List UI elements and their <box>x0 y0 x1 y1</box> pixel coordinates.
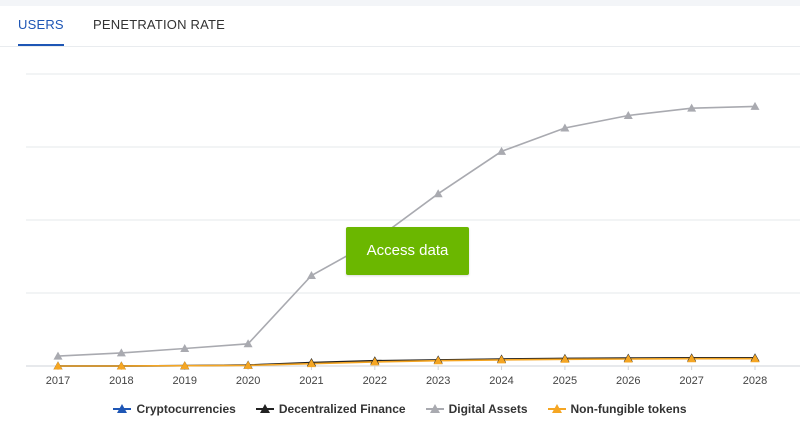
top-strip <box>0 0 800 6</box>
x-tick-label: 2028 <box>743 375 767 387</box>
data-point-digital-assets[interactable] <box>243 339 253 348</box>
data-point-non-fungible-tokens[interactable] <box>116 361 126 370</box>
series-lines <box>57 105 756 367</box>
tab-bar: USERS PENETRATION RATE <box>0 6 800 47</box>
data-point-digital-assets[interactable] <box>623 110 633 119</box>
data-point-digital-assets[interactable] <box>560 123 570 132</box>
legend-marker-icon <box>425 404 444 414</box>
legend-item-cryptocurrencies[interactable]: Cryptocurrencies <box>113 400 236 418</box>
data-point-digital-assets[interactable] <box>180 343 190 352</box>
data-point-digital-assets[interactable] <box>433 189 443 198</box>
data-point-non-fungible-tokens[interactable] <box>497 355 507 364</box>
x-tick-label: 2022 <box>363 375 387 387</box>
data-point-non-fungible-tokens[interactable] <box>750 354 760 363</box>
tab-users[interactable]: USERS <box>18 6 64 46</box>
data-point-digital-assets[interactable] <box>116 348 126 357</box>
x-tick-label: 2019 <box>172 375 196 387</box>
x-tick-label: 2025 <box>553 375 577 387</box>
legend-label: Decentralized Finance <box>278 402 406 416</box>
legend-item-decentralized-finance[interactable]: Decentralized Finance <box>255 400 406 418</box>
x-tick-label: 2020 <box>236 375 260 387</box>
data-point-non-fungible-tokens[interactable] <box>433 356 443 365</box>
legend-item-non-fungible-tokens[interactable]: Non-fungible tokens <box>547 400 687 418</box>
data-point-non-fungible-tokens[interactable] <box>623 354 633 363</box>
data-point-digital-assets[interactable] <box>750 101 760 110</box>
data-point-digital-assets[interactable] <box>53 351 63 360</box>
legend-marker-icon <box>255 404 274 414</box>
data-point-non-fungible-tokens[interactable] <box>306 359 316 368</box>
legend-marker-icon <box>113 404 132 414</box>
x-tick-label: 2024 <box>489 375 513 387</box>
legend-item-digital-assets[interactable]: Digital Assets <box>425 400 528 418</box>
grid-lines <box>26 73 800 367</box>
data-point-non-fungible-tokens[interactable] <box>560 354 570 363</box>
data-point-non-fungible-tokens[interactable] <box>370 357 380 366</box>
series-line-digital-assets <box>57 105 756 357</box>
x-tick-label: 2017 <box>46 375 70 387</box>
legend-label: Digital Assets <box>448 402 528 416</box>
data-point-digital-assets[interactable] <box>687 103 697 112</box>
legend-marker-icon <box>547 404 566 414</box>
x-tick-label: 2027 <box>679 375 703 387</box>
data-point-non-fungible-tokens[interactable] <box>687 354 697 363</box>
tab-penetration-rate[interactable]: PENETRATION RATE <box>93 17 226 32</box>
x-tick-label: 2023 <box>426 375 450 387</box>
line-chart: 2017 2018 2019 2020 2021 2022 2023 2024 2025 2026… <box>26 73 800 387</box>
legend-label: Cryptocurrencies <box>136 402 236 416</box>
data-point-digital-assets[interactable] <box>497 146 507 155</box>
x-axis: 2017 2018 2019 2020 2021 2022 2023 2024 2025 2026… <box>46 366 767 387</box>
legend: Cryptocurrencies Decentralized Finance D… <box>0 400 800 418</box>
x-tick-label: 2018 <box>109 375 133 387</box>
x-tick-label: 2026 <box>616 375 640 387</box>
access-data-button[interactable]: Access data <box>346 227 469 275</box>
x-tick-label: 2021 <box>299 375 323 387</box>
series-line-non-fungible-tokens <box>58 357 755 367</box>
data-point-non-fungible-tokens[interactable] <box>180 361 190 370</box>
legend-label: Non-fungible tokens <box>570 402 687 416</box>
data-point-non-fungible-tokens[interactable] <box>53 361 63 370</box>
data-point-non-fungible-tokens[interactable] <box>243 360 253 369</box>
data-point-digital-assets[interactable] <box>306 270 316 279</box>
